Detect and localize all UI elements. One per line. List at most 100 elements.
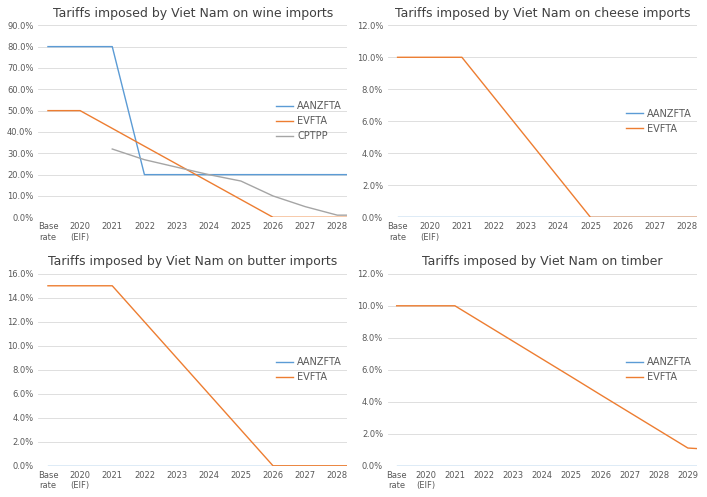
EVFTA <box>684 445 692 451</box>
Title: Tariffs imposed by Viet Nam on cheese imports: Tariffs imposed by Viet Nam on cheese im… <box>395 7 690 20</box>
CPTPP <box>108 146 117 152</box>
EVFTA <box>393 54 402 60</box>
AANZFTA <box>108 463 117 469</box>
AANZFTA <box>457 214 466 220</box>
Legend: AANZFTA, EVFTA: AANZFTA, EVFTA <box>626 357 691 382</box>
CPTPP <box>140 157 148 163</box>
AANZFTA <box>237 171 245 177</box>
EVFTA <box>655 427 663 433</box>
CPTPP <box>237 178 245 184</box>
EVFTA <box>596 392 604 398</box>
EVFTA <box>683 214 691 220</box>
EVFTA <box>426 54 434 60</box>
AANZFTA <box>333 171 341 177</box>
AANZFTA <box>509 463 518 469</box>
AANZFTA <box>366 171 374 177</box>
Line: EVFTA: EVFTA <box>48 286 370 466</box>
AANZFTA <box>619 214 627 220</box>
EVFTA <box>237 196 245 202</box>
AANZFTA <box>626 463 634 469</box>
CPTPP <box>366 212 374 218</box>
Legend: AANZFTA, EVFTA: AANZFTA, EVFTA <box>626 109 691 134</box>
AANZFTA <box>392 463 401 469</box>
EVFTA <box>269 214 277 220</box>
AANZFTA <box>538 463 547 469</box>
Line: EVFTA: EVFTA <box>397 57 707 217</box>
AANZFTA <box>426 214 434 220</box>
AANZFTA <box>684 463 692 469</box>
EVFTA <box>301 214 310 220</box>
AANZFTA <box>554 214 563 220</box>
EVFTA <box>366 463 374 469</box>
EVFTA <box>586 214 595 220</box>
AANZFTA <box>650 214 659 220</box>
AANZFTA <box>522 214 530 220</box>
AANZFTA <box>480 463 489 469</box>
AANZFTA <box>140 463 148 469</box>
EVFTA <box>626 410 634 415</box>
AANZFTA <box>237 463 245 469</box>
EVFTA <box>366 214 374 220</box>
AANZFTA <box>301 463 310 469</box>
AANZFTA <box>333 463 341 469</box>
EVFTA <box>650 214 659 220</box>
Line: CPTPP: CPTPP <box>112 149 370 215</box>
AANZFTA <box>450 463 459 469</box>
EVFTA <box>76 108 84 114</box>
Title: Tariffs imposed by Viet Nam on butter imports: Tariffs imposed by Viet Nam on butter im… <box>48 255 337 268</box>
Line: AANZFTA: AANZFTA <box>48 47 370 174</box>
AANZFTA <box>490 214 498 220</box>
EVFTA <box>204 391 213 397</box>
AANZFTA <box>269 171 277 177</box>
EVFTA <box>108 283 117 289</box>
AANZFTA <box>204 463 213 469</box>
CPTPP <box>333 212 341 218</box>
EVFTA <box>333 463 341 469</box>
EVFTA <box>140 319 148 325</box>
CPTPP <box>301 204 310 210</box>
EVFTA <box>44 283 52 289</box>
EVFTA <box>173 161 181 167</box>
CPTPP <box>269 193 277 199</box>
EVFTA <box>108 125 117 131</box>
EVFTA <box>509 338 518 344</box>
EVFTA <box>173 355 181 361</box>
AANZFTA <box>269 463 277 469</box>
EVFTA <box>450 303 459 309</box>
AANZFTA <box>683 214 691 220</box>
EVFTA <box>237 427 245 433</box>
EVFTA <box>421 303 430 309</box>
AANZFTA <box>655 463 663 469</box>
EVFTA <box>554 174 563 180</box>
AANZFTA <box>44 463 52 469</box>
EVFTA <box>204 179 213 185</box>
Title: Tariffs imposed by Viet Nam on wine imports: Tariffs imposed by Viet Nam on wine impo… <box>52 7 333 20</box>
AANZFTA <box>567 463 575 469</box>
EVFTA <box>269 463 277 469</box>
AANZFTA <box>393 214 402 220</box>
CPTPP <box>173 164 181 170</box>
AANZFTA <box>596 463 604 469</box>
AANZFTA <box>421 463 430 469</box>
Line: EVFTA: EVFTA <box>48 111 370 217</box>
EVFTA <box>392 303 401 309</box>
EVFTA <box>567 374 575 380</box>
Title: Tariffs imposed by Viet Nam on timber: Tariffs imposed by Viet Nam on timber <box>422 255 662 268</box>
CPTPP <box>204 171 213 177</box>
EVFTA <box>457 54 466 60</box>
EVFTA <box>140 143 148 149</box>
AANZFTA <box>366 463 374 469</box>
EVFTA <box>44 108 52 114</box>
EVFTA <box>333 214 341 220</box>
AANZFTA <box>173 171 181 177</box>
AANZFTA <box>44 44 52 50</box>
Legend: AANZFTA, EVFTA, CPTPP: AANZFTA, EVFTA, CPTPP <box>276 101 342 141</box>
AANZFTA <box>586 214 595 220</box>
EVFTA <box>619 214 627 220</box>
AANZFTA <box>140 171 148 177</box>
EVFTA <box>480 321 489 327</box>
AANZFTA <box>108 44 117 50</box>
AANZFTA <box>301 171 310 177</box>
AANZFTA <box>76 44 84 50</box>
EVFTA <box>76 283 84 289</box>
